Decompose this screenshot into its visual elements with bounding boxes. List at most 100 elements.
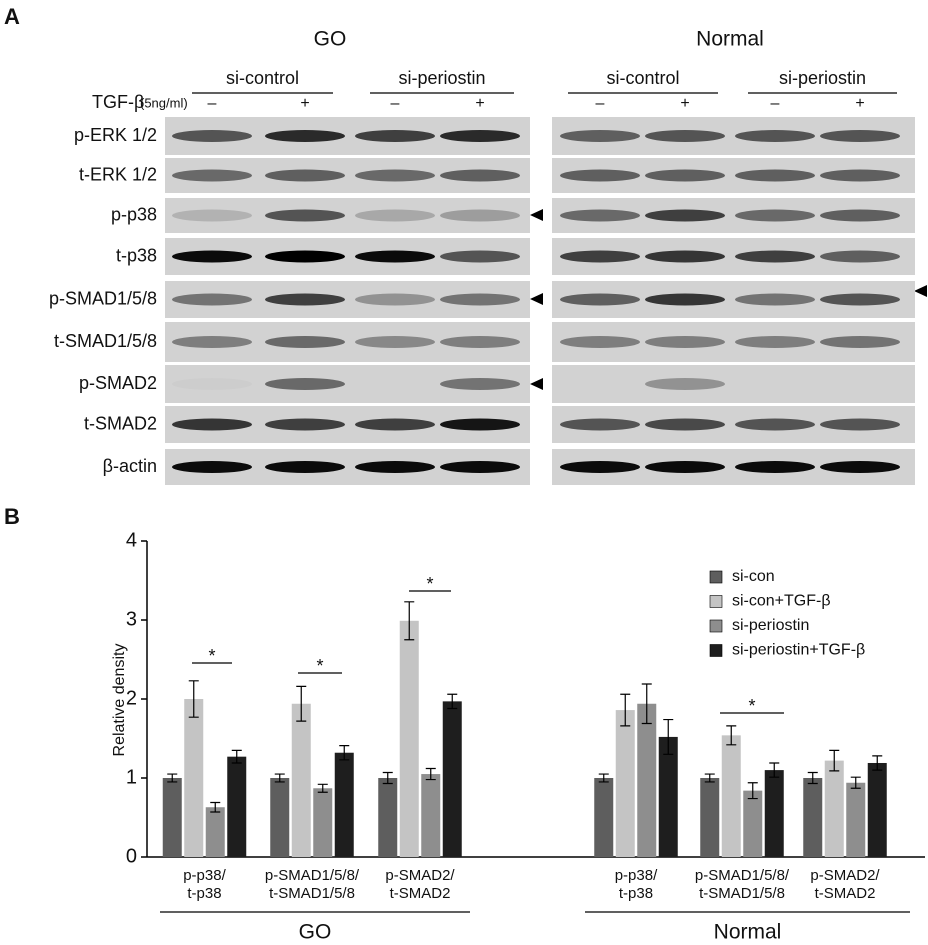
arrowhead xyxy=(530,293,543,305)
error-bar xyxy=(747,782,758,800)
bar xyxy=(594,778,614,857)
blot-band xyxy=(355,209,435,222)
blot-band xyxy=(645,130,725,142)
blot-strip xyxy=(165,365,530,403)
significance-star: * xyxy=(316,656,323,676)
bar xyxy=(421,774,441,857)
lane-label: – xyxy=(771,95,780,112)
blot-band xyxy=(172,336,252,348)
y-tick-label: 3 xyxy=(126,608,137,630)
blot-band xyxy=(735,209,815,222)
row-label: p-p38 xyxy=(111,204,157,224)
blot-band xyxy=(560,293,640,306)
x-tick-label: t-p38 xyxy=(619,885,653,902)
treatment-label: TGF-β xyxy=(92,92,144,112)
row-label: t-p38 xyxy=(116,245,157,265)
lane-label: + xyxy=(300,95,309,112)
x-tick-label: t-SMAD1/5/8 xyxy=(699,885,785,902)
arrowhead xyxy=(530,378,543,390)
blot-band xyxy=(440,130,520,142)
blot-band xyxy=(440,169,520,182)
blot-band xyxy=(172,250,252,263)
lane-label: – xyxy=(596,95,605,112)
blot-band xyxy=(645,336,725,348)
bar xyxy=(378,778,398,857)
blot-band xyxy=(560,209,640,222)
error-bar xyxy=(210,801,221,813)
blot-band xyxy=(172,130,252,142)
blot-band xyxy=(820,169,900,182)
row-label: p-ERK 1/2 xyxy=(74,125,157,145)
x-tick-label: p-SMAD1/5/8/ xyxy=(265,867,360,884)
row-label: β-actin xyxy=(103,456,157,476)
blot-band xyxy=(645,293,725,306)
x-tick-label: t-SMAD1/5/8 xyxy=(269,885,355,902)
blot-band xyxy=(560,169,640,182)
blot-band xyxy=(172,418,252,431)
bar xyxy=(205,807,225,857)
legend-label: si-periostin xyxy=(732,617,809,634)
blot-strip xyxy=(165,322,530,362)
blot-band xyxy=(440,418,520,431)
row-label: t-ERK 1/2 xyxy=(79,164,157,184)
blot-band xyxy=(820,336,900,348)
group-label: GO xyxy=(299,921,332,944)
x-tick-label: p-p38/ xyxy=(615,867,658,884)
blot-band xyxy=(172,209,252,222)
legend-label: si-periostin+TGF-β xyxy=(732,642,865,659)
blot-band xyxy=(265,209,345,222)
blot-band xyxy=(735,418,815,431)
row-label: p-SMAD2 xyxy=(79,373,157,393)
error-bar xyxy=(231,749,242,764)
panel-label: A xyxy=(4,4,20,29)
bar xyxy=(291,703,311,857)
blot-band xyxy=(355,336,435,348)
error-bar xyxy=(339,745,350,761)
lane-label: – xyxy=(208,95,217,112)
row-label: t-SMAD2 xyxy=(84,413,157,433)
error-bar xyxy=(274,773,285,783)
blot-strip xyxy=(165,281,530,318)
blot-band xyxy=(645,169,725,182)
blot-band xyxy=(645,378,725,390)
blot-band xyxy=(172,378,252,390)
error-bar xyxy=(641,683,652,725)
blot-band xyxy=(735,130,815,142)
bar xyxy=(615,710,635,857)
blot-band xyxy=(820,293,900,306)
blot-band xyxy=(265,293,345,306)
blot-band xyxy=(265,461,345,473)
blot-band xyxy=(265,250,345,263)
blot-band xyxy=(560,250,640,263)
blot-band xyxy=(172,169,252,182)
blot-band xyxy=(645,461,725,473)
x-tick-label: t-p38 xyxy=(187,885,221,902)
error-bar xyxy=(769,762,780,778)
blot-band xyxy=(172,293,252,306)
blot-band xyxy=(820,130,900,142)
blot-band xyxy=(355,250,435,263)
blot-band xyxy=(440,336,520,348)
blot-band xyxy=(645,418,725,431)
x-tick-label: p-p38/ xyxy=(183,867,226,884)
arrowhead xyxy=(914,285,927,297)
error-bar xyxy=(807,771,818,785)
y-tick-label: 4 xyxy=(126,529,137,551)
bar xyxy=(227,756,247,857)
error-bar xyxy=(726,725,737,746)
lane-label: – xyxy=(391,95,400,112)
blot-band xyxy=(820,418,900,431)
row-label: p-SMAD1/5/8 xyxy=(49,288,157,308)
bar xyxy=(637,703,657,857)
bar xyxy=(803,778,823,857)
legend-label: si-con+TGF-β xyxy=(732,593,831,610)
dose-label: (5ng/ml) xyxy=(140,95,188,110)
bar xyxy=(700,778,720,857)
error-bar xyxy=(404,601,415,641)
bar xyxy=(184,699,204,857)
blot-band xyxy=(265,169,345,182)
blot-band xyxy=(265,336,345,348)
blot-band xyxy=(355,169,435,182)
x-tick-label: p-SMAD2/ xyxy=(810,867,880,884)
